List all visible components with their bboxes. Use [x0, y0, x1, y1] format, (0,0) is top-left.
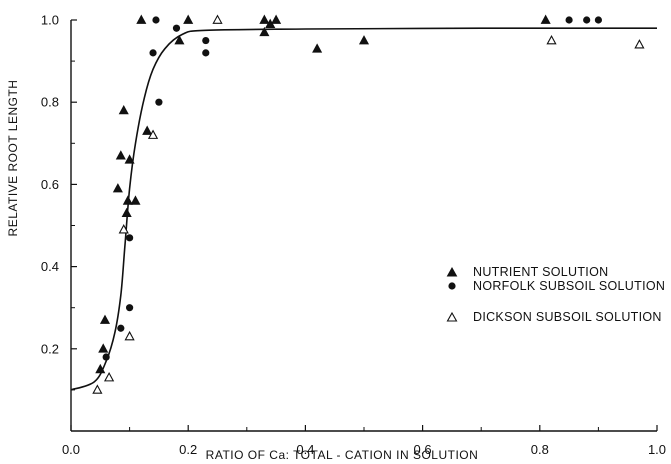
point-norfolk-subsoil	[565, 16, 573, 24]
legend-label-dickson-subsoil-solution: DICKSON SUBSOIL SOLUTION	[473, 310, 662, 324]
point-norfolk-subsoil	[102, 353, 110, 361]
x-axis-title: RATIO OF Ca: TOTAL - CATION IN SOLUTION	[206, 448, 479, 462]
x-tick-label: 1.0	[648, 442, 666, 457]
point-nutrient-solution	[174, 35, 185, 45]
point-nutrient-solution	[271, 14, 282, 24]
point-dickson-subsoil	[212, 14, 223, 24]
point-dickson-subsoil	[124, 330, 135, 341]
y-axis-title: RELATIVE ROOT LENGTH	[6, 80, 20, 237]
point-norfolk-subsoil	[126, 304, 134, 312]
x-tick-label: 0.0	[62, 442, 80, 457]
point-nutrient-solution	[259, 14, 270, 24]
data-points-layer	[92, 14, 645, 394]
x-tick-label: 0.8	[531, 442, 549, 457]
y-axis-ticks: 0.2 0.4 0.6 0.8 1.0	[41, 13, 77, 391]
point-nutrient-solution	[124, 154, 135, 164]
point-nutrient-solution	[118, 104, 129, 115]
legend-item-nutrient-solution: NUTRIENT SOLUTION	[446, 265, 608, 279]
x-tick-label: 0.4	[296, 442, 314, 457]
point-dickson-subsoil	[546, 34, 557, 45]
point-norfolk-subsoil	[117, 324, 125, 332]
plot-frame	[70, 20, 657, 432]
point-nutrient-solution	[358, 35, 370, 45]
point-nutrient-solution	[540, 14, 551, 24]
point-norfolk-subsoil	[149, 49, 157, 57]
point-norfolk-subsoil	[202, 36, 210, 45]
legend-item-dickson-subsoil-solution: DICKSON SUBSOIL SOLUTION	[446, 310, 662, 324]
y-tick-label: 0.6	[41, 177, 59, 192]
point-norfolk-subsoil	[202, 49, 210, 57]
point-nutrient-solution	[99, 314, 111, 324]
point-norfolk-subsoil	[172, 24, 181, 32]
point-dickson-subsoil	[118, 224, 129, 234]
point-nutrient-solution	[122, 195, 133, 205]
legend-marker-open-triangle	[446, 311, 458, 322]
point-nutrient-solution	[312, 43, 323, 53]
point-nutrient-solution	[136, 14, 147, 24]
point-nutrient-solution	[183, 14, 194, 24]
point-nutrient-solution	[98, 343, 109, 353]
point-norfolk-subsoil	[583, 16, 591, 24]
y-tick-label: 0.8	[41, 95, 59, 110]
point-norfolk-subsoil	[155, 98, 163, 106]
x-axis-ticks: 0.0 0.2 0.4 0.6 0.8 1.0	[62, 425, 666, 457]
legend: NUTRIENT SOLUTION NORFOLK SUBSOIL SOLUTI…	[446, 265, 665, 324]
legend-marker-filled-triangle	[446, 266, 458, 277]
legend-item-norfolk-subsoil-solution: NORFOLK SUBSOIL SOLUTION	[448, 279, 665, 293]
point-dickson-subsoil	[634, 39, 645, 49]
point-nutrient-solution	[115, 150, 126, 160]
y-tick-label: 0.2	[41, 341, 59, 356]
point-norfolk-subsoil	[126, 234, 134, 242]
point-nutrient-solution	[112, 183, 123, 193]
point-norfolk-subsoil	[594, 16, 603, 24]
fitted-curve	[70, 27, 658, 391]
point-dickson-subsoil	[92, 384, 103, 394]
x-tick-label: 0.6	[414, 442, 432, 457]
y-tick-label: 0.4	[41, 259, 59, 274]
legend-label-nutrient-solution: NUTRIENT SOLUTION	[473, 265, 608, 279]
point-dickson-subsoil	[147, 129, 159, 139]
point-norfolk-subsoil	[152, 16, 160, 24]
point-dickson-subsoil	[103, 372, 115, 382]
point-nutrient-solution	[142, 125, 153, 135]
y-tick-label: 1.0	[41, 13, 59, 28]
point-nutrient-solution	[121, 207, 132, 218]
point-nutrient-solution	[259, 26, 270, 37]
x-tick-label: 0.2	[179, 442, 197, 457]
legend-label-norfolk-subsoil-solution: NORFOLK SUBSOIL SOLUTION	[473, 279, 665, 293]
fitted-curve-layer	[70, 27, 658, 391]
legend-marker-filled-circle	[448, 282, 456, 290]
point-nutrient-solution	[95, 363, 106, 374]
point-nutrient-solution	[130, 195, 141, 205]
